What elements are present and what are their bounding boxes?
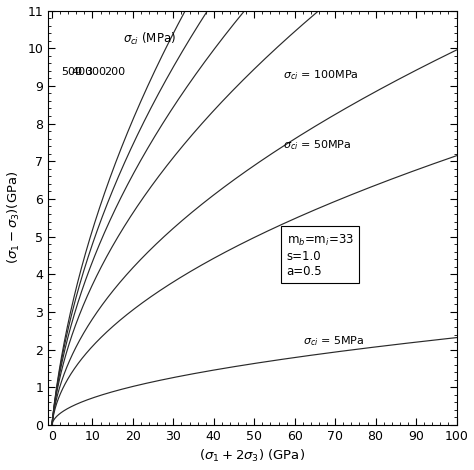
Text: m$_b$=m$_i$=33
s=1.0
a=0.5: m$_b$=m$_i$=33 s=1.0 a=0.5 bbox=[287, 233, 354, 278]
Text: $\sigma_{ci}$ = 100MPa: $\sigma_{ci}$ = 100MPa bbox=[283, 68, 358, 82]
Text: $\sigma_{ci}$ = 5MPa: $\sigma_{ci}$ = 5MPa bbox=[303, 334, 364, 348]
Text: $\sigma_{ci}$ = 50MPa: $\sigma_{ci}$ = 50MPa bbox=[283, 138, 351, 152]
Text: 400: 400 bbox=[72, 67, 92, 77]
Text: 200: 200 bbox=[105, 67, 126, 77]
Text: $\sigma_{ci}$ (MPa): $\sigma_{ci}$ (MPa) bbox=[123, 31, 176, 47]
Text: 300: 300 bbox=[85, 67, 106, 77]
Y-axis label: $(\sigma_1-\sigma_3)$(GPa): $(\sigma_1-\sigma_3)$(GPa) bbox=[6, 171, 22, 265]
X-axis label: $(\sigma_1+2\sigma_3)$ (GPa): $(\sigma_1+2\sigma_3)$ (GPa) bbox=[199, 448, 305, 464]
Text: 500: 500 bbox=[61, 67, 82, 77]
